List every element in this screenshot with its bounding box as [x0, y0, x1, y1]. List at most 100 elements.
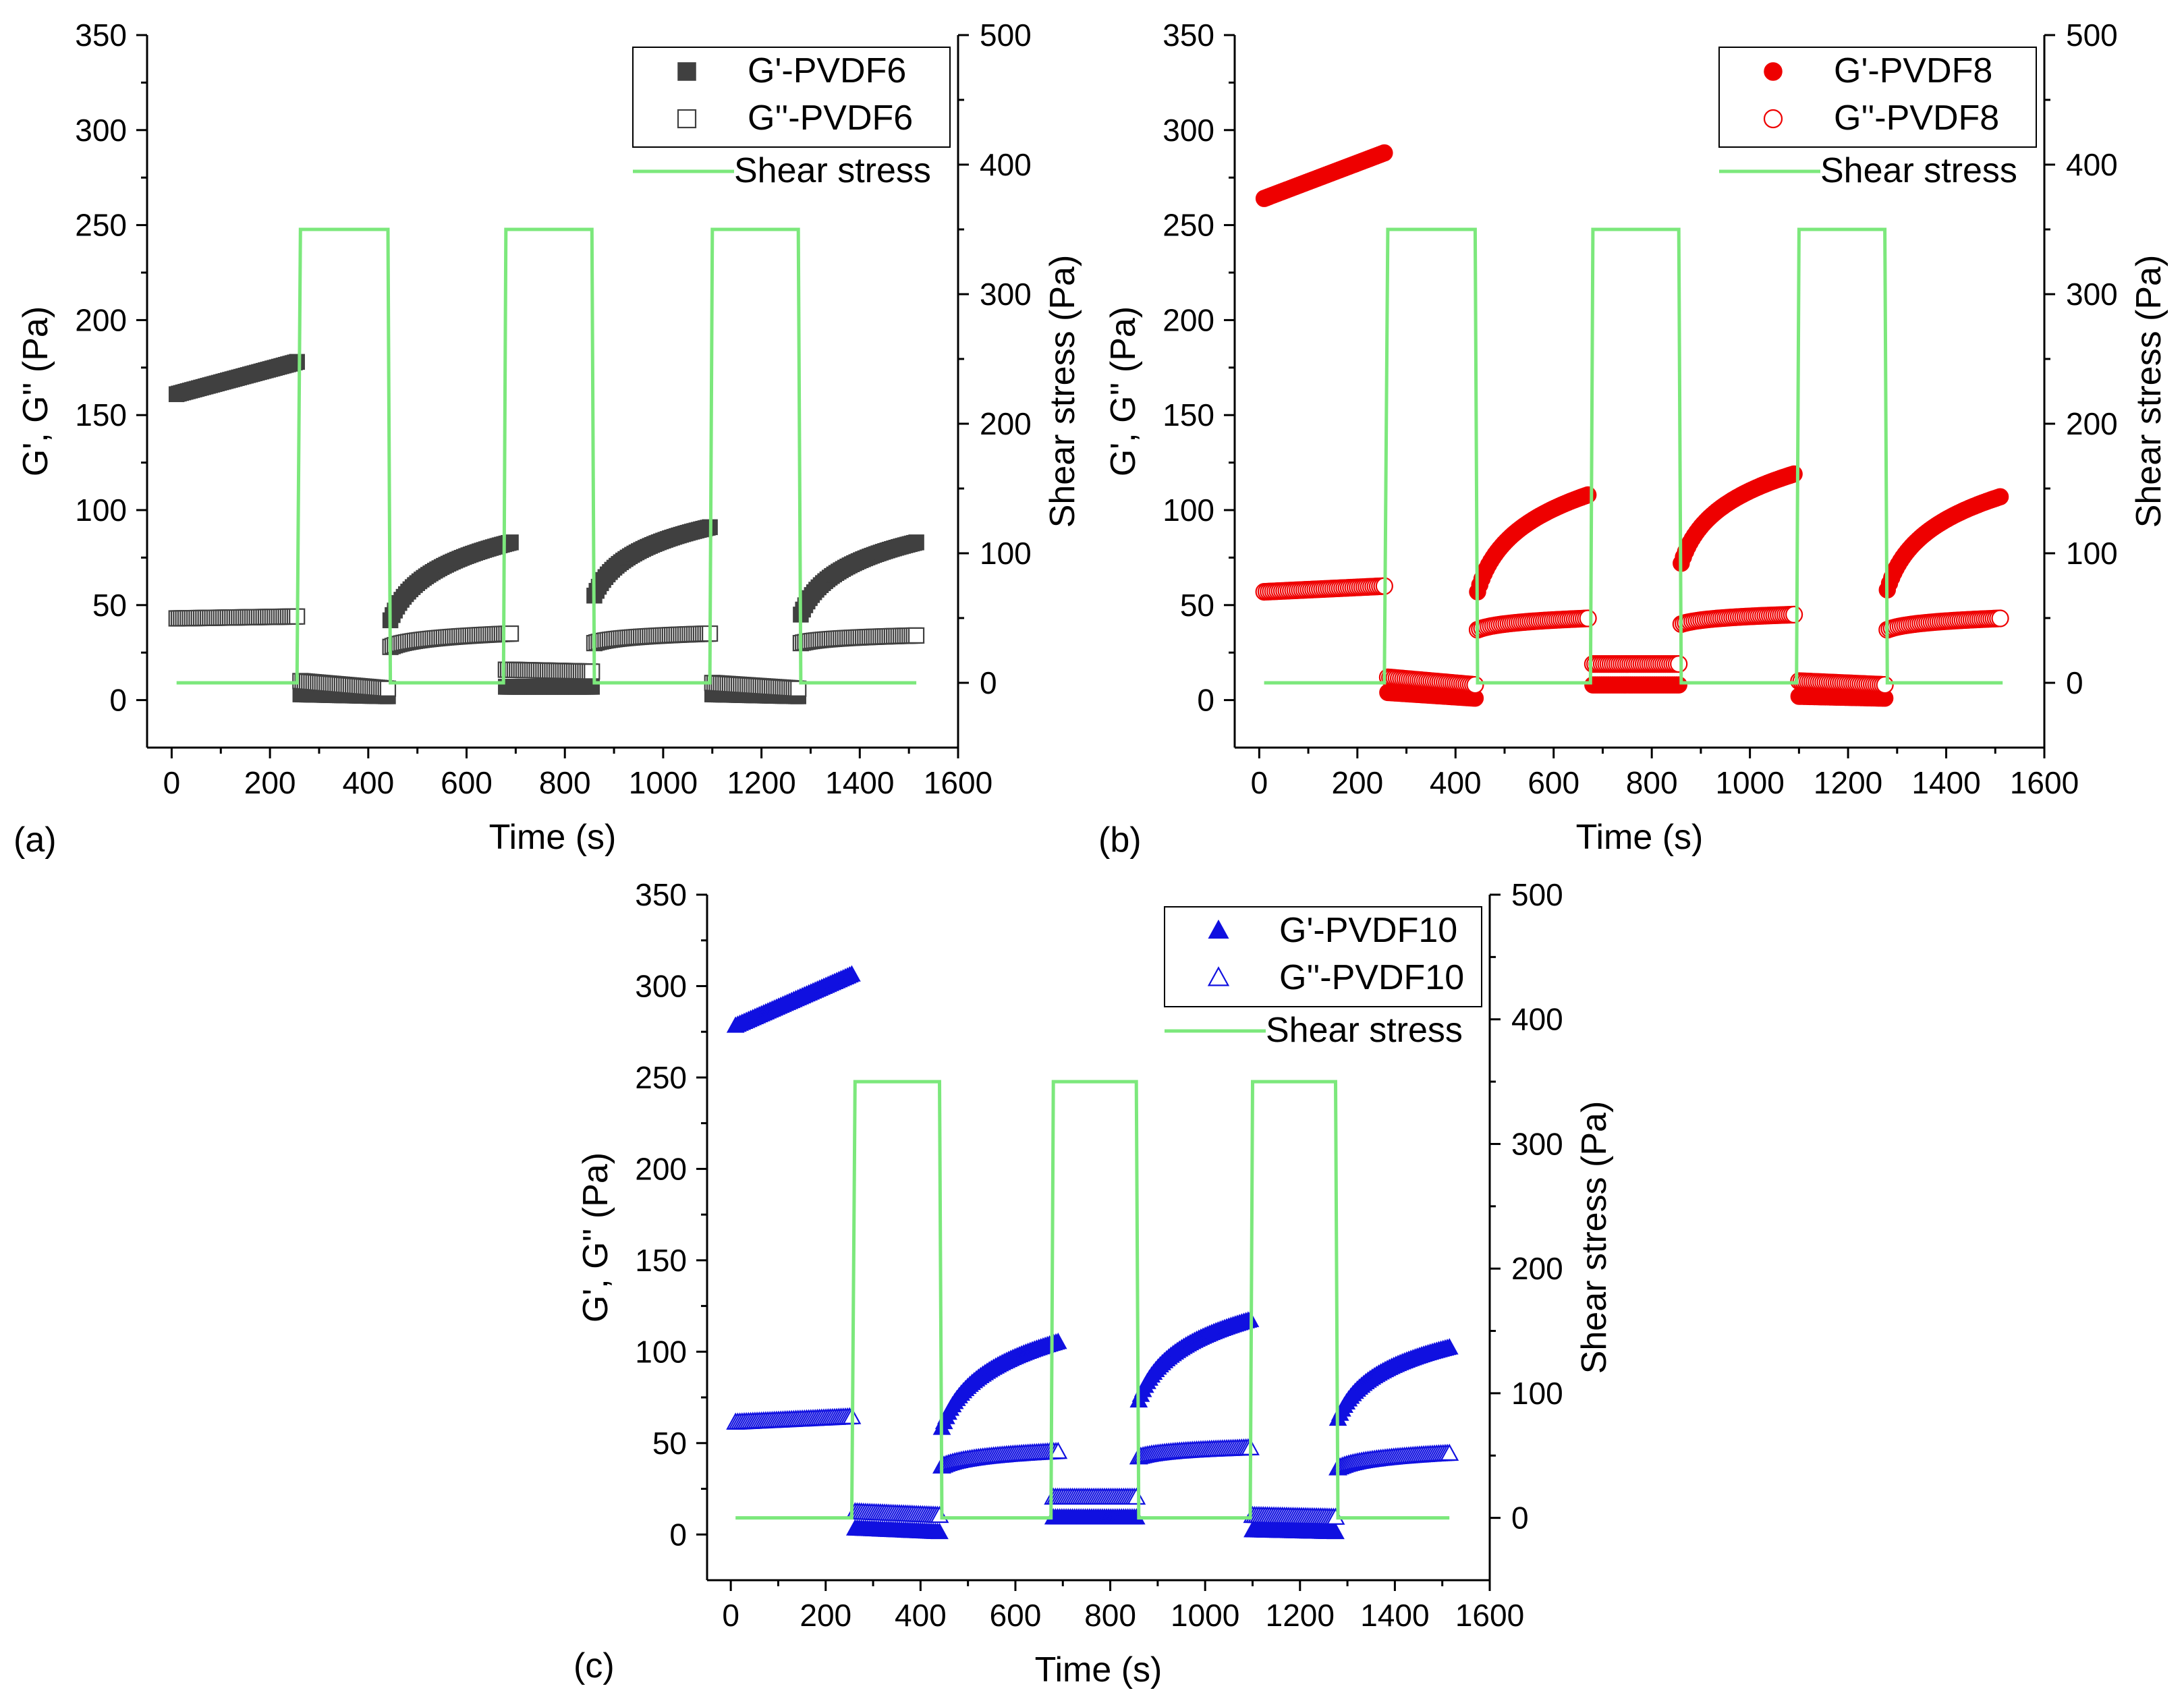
series-G''-PVDF8 — [1256, 578, 2009, 693]
data-point — [289, 354, 304, 369]
legend-marker-storage — [1764, 63, 1782, 80]
y-tick-label: 50 — [92, 588, 127, 623]
x-tick-label: 600 — [1528, 765, 1579, 800]
y2-axis-label: Shear stress (Pa) — [2129, 255, 2168, 528]
data-point — [1580, 611, 1596, 627]
x-tick-label: 800 — [539, 765, 591, 800]
x-tick-label: 1200 — [1814, 765, 1882, 800]
x-tick-label: 400 — [895, 1598, 947, 1633]
y-tick-label: 0 — [669, 1517, 687, 1552]
data-point — [1467, 677, 1483, 693]
panel-label: (b) — [1098, 820, 1142, 860]
x-tick-label: 1600 — [924, 765, 992, 800]
data-point — [1992, 488, 2009, 505]
data-point — [909, 535, 924, 550]
y-tick-label: 100 — [635, 1334, 687, 1369]
y-tick-label: 150 — [635, 1243, 687, 1278]
y2-tick-label: 400 — [980, 147, 1032, 182]
plot-area — [727, 966, 1457, 1538]
x-tick-label: 1000 — [629, 765, 698, 800]
y-tick-label: 300 — [75, 113, 127, 148]
data-point — [1671, 656, 1687, 672]
y2-tick-label: 100 — [2066, 536, 2118, 571]
y2-tick-label: 100 — [980, 536, 1032, 571]
x-tick-label: 200 — [244, 765, 296, 800]
y2-tick-label: 500 — [1511, 877, 1563, 912]
legend-label: G''-PVDF8 — [1834, 99, 1999, 138]
x-tick-label: 0 — [1251, 765, 1268, 800]
plot-area — [1256, 145, 2009, 706]
x-tick-label: 0 — [163, 765, 181, 800]
y-tick-label: 350 — [1163, 18, 1214, 53]
panel-0: 0 200 400 600 800 1000 1200 1400 160005010015020… — [13, 18, 1082, 860]
legend: G'-PVDF10 G''-PVDF10 Shear stress — [1165, 907, 1482, 1050]
series-G'-PVDF10 — [727, 966, 1457, 1538]
series-G'-PVDF6 — [169, 354, 924, 704]
y-tick-label: 200 — [1163, 302, 1214, 337]
x-tick-label: 1400 — [825, 765, 894, 800]
y2-tick-label: 100 — [1511, 1376, 1563, 1411]
legend: G'-PVDF6G''-PVDF6Shear stress — [633, 47, 950, 190]
data-point — [1992, 611, 2009, 627]
x-tick-label: 1200 — [1266, 1598, 1335, 1633]
data-point — [1580, 486, 1596, 503]
data-point — [1877, 677, 1893, 693]
legend-label: Shear stress — [734, 151, 931, 190]
legend-marker-loss — [1764, 110, 1782, 128]
y-axis-label: G', G'' (Pa) — [576, 1152, 615, 1322]
y-tick-label: 100 — [1163, 493, 1214, 528]
y2-tick-label: 300 — [1511, 1126, 1563, 1161]
legend-label: Shear stress — [1820, 151, 2017, 190]
x-tick-label: 1400 — [1911, 765, 1980, 800]
data-point — [909, 628, 924, 643]
data-point — [1786, 607, 1802, 623]
legend-marker-storage — [678, 63, 696, 80]
y2-axis-label: Shear stress (Pa) — [1043, 255, 1082, 528]
y-tick-label: 50 — [652, 1426, 687, 1461]
y-tick-label: 250 — [1163, 208, 1214, 243]
y2-tick-label: 400 — [2066, 147, 2118, 182]
y2-tick-label: 300 — [2066, 277, 2118, 312]
legend-label: G''-PVDF10 — [1279, 958, 1464, 997]
data-point — [584, 664, 599, 679]
x-tick-label: 200 — [1331, 765, 1383, 800]
x-tick-label: 1400 — [1360, 1598, 1429, 1633]
x-tick-label: 800 — [1084, 1598, 1136, 1633]
y2-tick-label: 400 — [1511, 1002, 1563, 1037]
shear-stress-line — [735, 1082, 1449, 1518]
y-tick-label: 0 — [109, 683, 127, 718]
y2-tick-label: 300 — [980, 277, 1032, 312]
x-tick-label: 0 — [722, 1598, 739, 1633]
y2-tick-label: 0 — [2066, 665, 2083, 700]
data-point — [1671, 677, 1687, 693]
y-tick-label: 150 — [1163, 397, 1214, 432]
data-point — [1376, 145, 1393, 161]
y-tick-label: 350 — [635, 877, 687, 912]
y-tick-label: 300 — [1163, 113, 1214, 148]
x-tick-label: 600 — [990, 1598, 1042, 1633]
y2-tick-label: 0 — [980, 665, 997, 700]
y-axis-label: G', G'' (Pa) — [16, 306, 55, 476]
x-tick-label: 1000 — [1171, 1598, 1239, 1633]
y-tick-label: 50 — [1180, 588, 1214, 623]
y2-tick-label: 500 — [2066, 18, 2118, 53]
y2-tick-label: 200 — [980, 406, 1032, 441]
y-tick-label: 200 — [75, 302, 127, 337]
data-point — [1786, 466, 1802, 482]
legend-label: Shear stress — [1266, 1011, 1463, 1050]
rheology-figure: 0 200 400 600 800 1000 1200 1400 160005010015020… — [0, 0, 2184, 1703]
y2-axis-label: Shear stress (Pa) — [1575, 1101, 1614, 1374]
x-axis-label: Time (s) — [1035, 1650, 1163, 1690]
x-tick-label: 1200 — [727, 765, 795, 800]
shear-stress-line — [1264, 229, 2003, 683]
x-tick-label: 1000 — [1715, 765, 1784, 800]
y2-tick-label: 0 — [1511, 1501, 1529, 1536]
y2-tick-label: 200 — [2066, 406, 2118, 441]
x-tick-label: 800 — [1626, 765, 1678, 800]
panel-2: 0 200 400 600 800 1000 1200 1400 160005010015020… — [573, 877, 1614, 1690]
x-tick-label: 1600 — [2010, 765, 2079, 800]
y-tick-label: 200 — [635, 1151, 687, 1186]
y-tick-label: 300 — [635, 968, 687, 1003]
legend-label: G'-PVDF10 — [1279, 911, 1457, 950]
x-axis-label: Time (s) — [1576, 818, 1704, 857]
